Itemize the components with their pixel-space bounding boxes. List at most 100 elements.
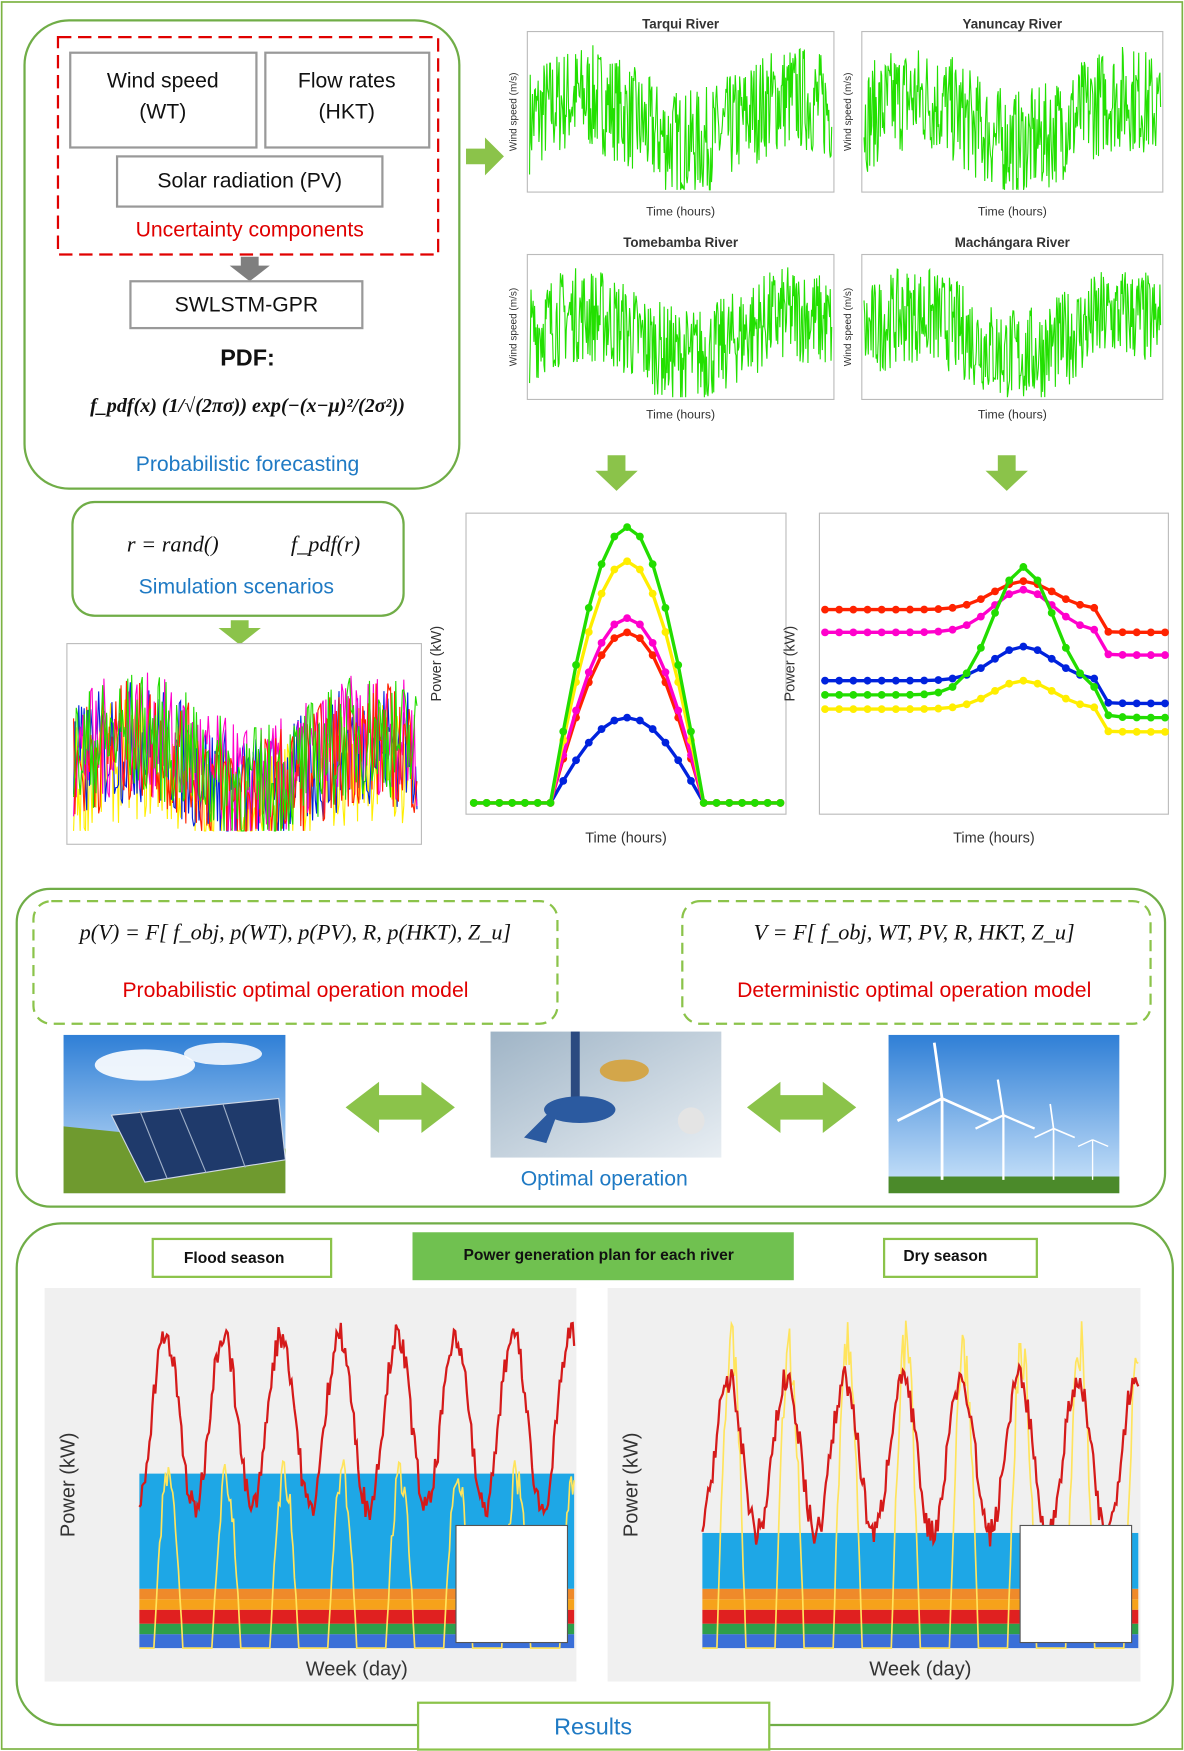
decor-dot	[469, 799, 478, 807]
model-frame	[681, 900, 1152, 1025]
decor-dot	[584, 668, 593, 677]
decor-dot	[776, 799, 785, 807]
turbine-photo	[490, 1031, 722, 1158]
decor-dot	[849, 705, 858, 714]
decor-area	[139, 1623, 575, 1635]
decor-dot	[648, 560, 657, 569]
decor-dot	[546, 799, 555, 807]
arrow	[218, 620, 261, 645]
model-frame	[32, 900, 559, 1025]
decor-dot	[962, 600, 971, 609]
decor-dot	[687, 776, 695, 785]
y-axis-label: Power (kW)	[429, 626, 445, 702]
decor-dot	[1033, 646, 1042, 655]
x-axis-label: Week (day)	[306, 1659, 408, 1681]
decor-dot	[821, 705, 829, 714]
decor-dot	[1132, 713, 1141, 722]
y-axis-label: Wind speed (m/s)	[843, 73, 854, 151]
label: Solar radiation (PV)	[157, 170, 342, 193]
decor-dot	[835, 705, 844, 714]
decor-dot	[891, 605, 900, 614]
decor-dot	[661, 668, 670, 677]
decor-legend	[1019, 1524, 1133, 1644]
operation-frame	[15, 887, 1167, 1208]
decor-dot	[948, 674, 957, 683]
decor-dot	[584, 628, 593, 636]
decor-dot	[1132, 628, 1141, 637]
decor-dot	[849, 605, 858, 614]
decor-dot	[1132, 699, 1141, 708]
decor-line	[702, 1320, 1139, 1649]
decor-dot	[597, 651, 606, 660]
decor-dot	[1104, 627, 1113, 636]
formula: p(V) = F[ f_obj, p(WT), p(PV), R, p(HKT)…	[78, 920, 512, 945]
decor-dot	[623, 614, 632, 623]
decor-dot	[661, 604, 670, 612]
decor-line	[138, 1321, 576, 1520]
arrow	[229, 256, 270, 282]
decor-dot	[1076, 669, 1084, 678]
decor-dot	[877, 676, 886, 685]
decor-dot	[877, 705, 886, 714]
box	[69, 51, 258, 149]
label: PDF:	[220, 344, 275, 370]
label: Simulation scenarios	[139, 575, 334, 598]
arrow	[466, 137, 504, 176]
decor-dot	[976, 612, 985, 621]
decor-legend	[455, 1524, 569, 1644]
decor-dot	[482, 799, 491, 807]
y-axis-label: Power (kW)	[782, 626, 798, 702]
decor-dot	[920, 628, 929, 637]
label: Dry season	[903, 1248, 987, 1265]
decor-dot	[674, 756, 683, 765]
decor-area	[139, 1599, 575, 1610]
decor-dot	[1005, 576, 1014, 585]
decor-dot	[906, 605, 914, 614]
simulation-frame	[71, 500, 405, 617]
decor-dot	[976, 664, 985, 673]
decor-dot	[1076, 621, 1084, 630]
decor-dot	[1076, 700, 1084, 709]
y-axis-label: Wind speed (m/s)	[843, 288, 854, 366]
y-axis-label: Wind speed (m/s)	[509, 73, 520, 151]
decor-dot	[934, 627, 943, 636]
decor-dot	[1104, 650, 1113, 659]
x-axis-label: Week (day)	[869, 1659, 971, 1681]
decor-dot	[610, 620, 619, 629]
decor-dot	[1061, 694, 1070, 703]
decor-dot	[891, 676, 900, 685]
x-axis-label: Time (hours)	[646, 204, 715, 218]
decor-area	[139, 1588, 575, 1600]
decor-dot	[891, 690, 900, 699]
decor-dot	[877, 605, 886, 614]
decor-dot	[1132, 727, 1141, 736]
decor-dot	[687, 727, 695, 736]
chart-title: Machángara River	[955, 235, 1070, 250]
decor-dot	[1090, 603, 1099, 612]
decor-dot	[934, 605, 943, 613]
x-axis-label: Time (hours)	[646, 407, 715, 421]
decor-dot	[508, 799, 517, 807]
decor-dot	[610, 565, 619, 574]
decor-dot	[891, 628, 900, 637]
decor-dot	[962, 621, 971, 630]
decor-dot	[495, 799, 504, 807]
label: Uncertainty components	[136, 219, 364, 242]
label: Flood season	[184, 1250, 285, 1267]
decor-dot	[1161, 651, 1169, 659]
x-axis-label: Time (hours)	[585, 831, 667, 847]
decor-dot	[1118, 727, 1127, 736]
decor-area	[702, 1588, 1139, 1600]
solar-photo	[63, 1034, 287, 1194]
decor-dot	[835, 690, 844, 699]
decor-dot	[849, 690, 858, 699]
decor-dot	[991, 608, 999, 617]
decor-dot	[1132, 651, 1141, 659]
decor-dot	[674, 661, 683, 669]
decor-dot	[661, 628, 670, 636]
x-axis-label: Time (hours)	[978, 407, 1047, 421]
decor-dot	[849, 628, 858, 637]
decor-dot	[934, 704, 943, 713]
decor-dot	[521, 799, 529, 807]
decor-dot	[863, 605, 872, 614]
